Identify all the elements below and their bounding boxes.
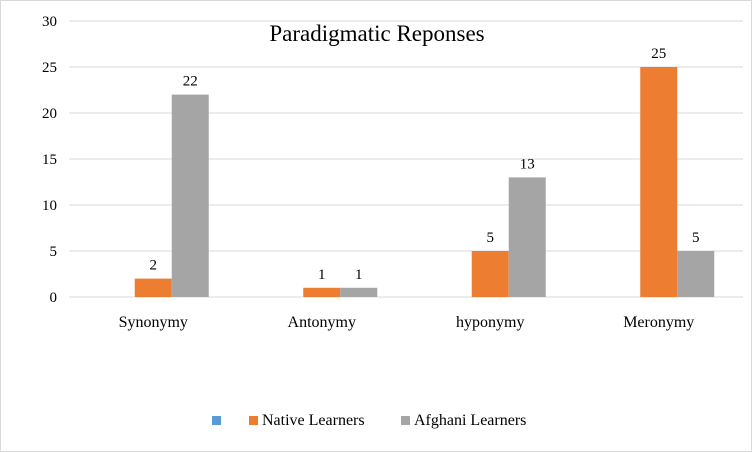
chart-title: Paradigmatic Reponses (269, 21, 484, 46)
data-label: 25 (651, 46, 666, 62)
y-tick-label: 10 (42, 198, 57, 214)
bar-antonymy-series-1 (303, 287, 341, 297)
legend: Native Learners Afghani Learners (212, 412, 526, 429)
category-label: Synonymy (119, 314, 188, 331)
bar-meronymy-series-2 (677, 251, 715, 297)
y-tick-label: 30 (42, 14, 57, 30)
y-tick-label: 20 (42, 106, 57, 122)
y-tick-label: 15 (42, 152, 57, 168)
data-label: 2 (150, 258, 158, 274)
legend-label: Native Learners (262, 412, 365, 429)
bar-synonymy-series-1 (134, 278, 172, 297)
data-label: 1 (355, 267, 363, 283)
category-label: hyponymy (456, 314, 524, 331)
data-label: 5 (692, 230, 700, 246)
y-tick-label: 0 (50, 290, 58, 306)
bar-synonymy-series-2 (171, 94, 209, 297)
data-label: 1 (318, 267, 326, 283)
data-label: 5 (487, 230, 495, 246)
bars (134, 67, 715, 297)
category-label: Antonymy (288, 314, 356, 331)
data-label: 22 (183, 74, 198, 90)
y-axis-ticks: 0 5 10 15 20 25 30 (42, 14, 57, 306)
category-labels: Synonymy Antonymy hyponymy Meronymy (119, 314, 695, 331)
bar-meronymy-series-1 (640, 67, 678, 297)
bar-hyponymy-series-1 (471, 251, 509, 297)
y-tick-label: 5 (50, 244, 58, 260)
data-label: 13 (520, 156, 535, 172)
legend-swatch-series-2 (401, 416, 410, 425)
bar-antonymy-series-2 (340, 287, 378, 297)
y-tick-label: 25 (42, 60, 57, 76)
legend-swatch-series-1 (249, 416, 258, 425)
bar-hyponymy-series-2 (508, 177, 546, 297)
legend-label: Afghani Learners (414, 412, 526, 429)
category-label: Meronymy (623, 314, 694, 331)
legend-swatch-series-0 (212, 416, 221, 425)
